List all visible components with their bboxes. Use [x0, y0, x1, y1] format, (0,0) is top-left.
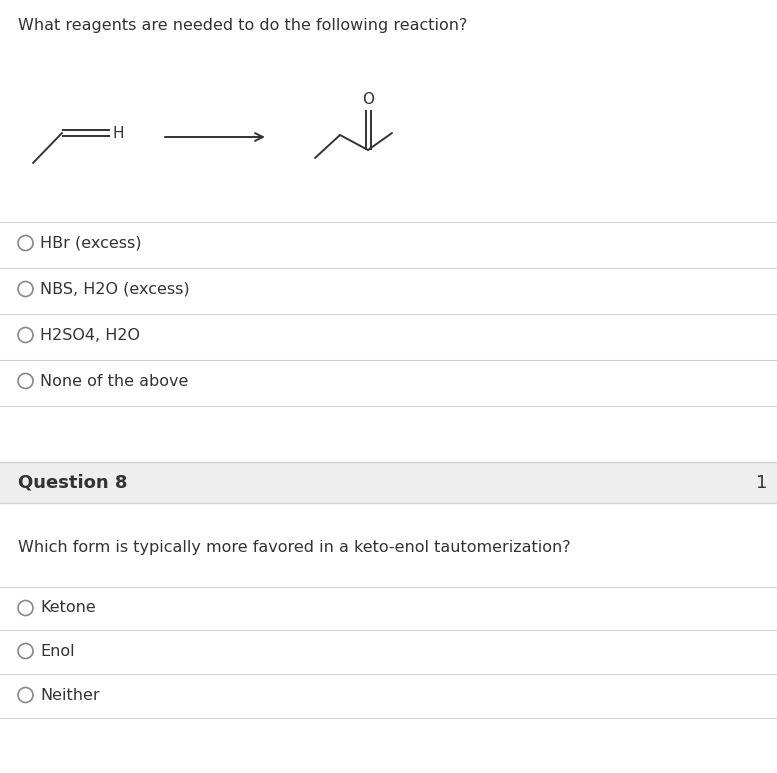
Text: NBS, H2O (excess): NBS, H2O (excess) [40, 281, 190, 297]
Text: 1: 1 [755, 474, 767, 492]
Text: Enol: Enol [40, 643, 75, 659]
Text: What reagents are needed to do the following reaction?: What reagents are needed to do the follo… [18, 18, 468, 33]
Text: Neither: Neither [40, 687, 99, 703]
Text: None of the above: None of the above [40, 373, 188, 389]
Text: Question 8: Question 8 [18, 474, 127, 492]
Text: O: O [362, 92, 374, 107]
Text: H2SO4, H2O: H2SO4, H2O [40, 328, 140, 342]
Bar [0, 462, 777, 503]
Text: Which form is typically more favored in a keto-enol tautomerization?: Which form is typically more favored in … [18, 540, 570, 555]
Text: Ketone: Ketone [40, 601, 96, 615]
Text: H: H [113, 125, 124, 141]
Text: HBr (excess): HBr (excess) [40, 236, 141, 250]
